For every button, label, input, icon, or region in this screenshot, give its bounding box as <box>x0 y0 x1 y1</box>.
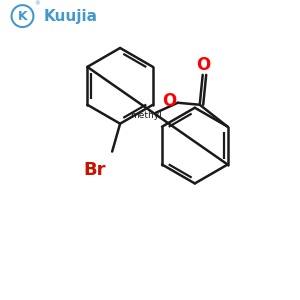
Text: O: O <box>196 56 211 74</box>
Text: K: K <box>18 10 27 22</box>
Text: methyl: methyl <box>130 111 162 120</box>
Text: Kuujia: Kuujia <box>44 9 98 24</box>
Text: O: O <box>162 92 176 110</box>
Text: ®: ® <box>34 1 40 6</box>
Text: Br: Br <box>83 160 106 178</box>
